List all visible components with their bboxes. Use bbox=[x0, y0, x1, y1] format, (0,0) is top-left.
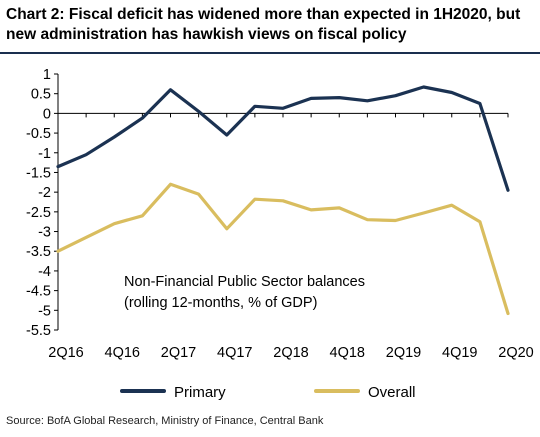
y-tick-label: -4 bbox=[38, 264, 51, 280]
x-tick-label: 2Q19 bbox=[386, 345, 421, 361]
source-note: Source: BofA Global Research, Ministry o… bbox=[6, 415, 324, 427]
y-tick-label: -2 bbox=[38, 185, 51, 201]
x-axis-tick-labels: 2Q16 4Q16 2Q17 4Q17 2Q18 4Q18 2Q19 4Q19 2Q20 bbox=[48, 345, 533, 361]
axes bbox=[54, 73, 509, 331]
series-lines bbox=[56, 85, 510, 316]
x-tick-label: 4Q19 bbox=[442, 345, 477, 361]
legend: Primary Overall bbox=[120, 384, 416, 401]
y-tick-label: 1 bbox=[43, 67, 51, 83]
x-tick-label: 2Q18 bbox=[273, 345, 308, 361]
x-tick-label: 2Q17 bbox=[161, 345, 196, 361]
y-axis-tick-labels: 1 0.5 0 -0.5 -1 -1.5 -2 -2.5 -3 -3.5 -4 -4.5 -5 -5.5 bbox=[26, 67, 51, 339]
annotation-line: Non-Financial Public Sector balances bbox=[124, 274, 365, 290]
series-line-overall bbox=[56, 182, 510, 316]
y-tick-label: -0.5 bbox=[26, 126, 51, 142]
chart-annotation: Non-Financial Public Sector balances (rol… bbox=[124, 274, 365, 311]
y-tick-label: 0.5 bbox=[31, 87, 51, 103]
y-tick-label: -1.5 bbox=[26, 165, 51, 181]
series-line-primary bbox=[56, 85, 510, 192]
x-tick-label: 4Q18 bbox=[330, 345, 365, 361]
y-tick-label: -1 bbox=[38, 146, 51, 162]
y-tick-label: -5.5 bbox=[26, 323, 51, 339]
y-tick-label: -4.5 bbox=[26, 284, 51, 300]
y-tick-label: -2.5 bbox=[26, 205, 51, 221]
y-tick-label: -3.5 bbox=[26, 244, 51, 260]
x-tick-label: 4Q17 bbox=[217, 345, 252, 361]
legend-label-primary: Primary bbox=[174, 384, 226, 401]
title-divider bbox=[0, 52, 540, 54]
y-tick-label: -3 bbox=[38, 225, 51, 241]
legend-label-overall: Overall bbox=[368, 384, 416, 401]
y-tick-label: -5 bbox=[38, 303, 51, 319]
x-tick-label: 2Q16 bbox=[48, 345, 83, 361]
x-tick-label: 4Q16 bbox=[105, 345, 140, 361]
y-tick-label: 0 bbox=[43, 106, 51, 122]
annotation-line: (rolling 12-months, % of GDP) bbox=[124, 295, 317, 311]
x-tick-label: 2Q20 bbox=[498, 345, 533, 361]
chart-title: Chart 2: Fiscal deficit has widened more… bbox=[6, 6, 521, 43]
